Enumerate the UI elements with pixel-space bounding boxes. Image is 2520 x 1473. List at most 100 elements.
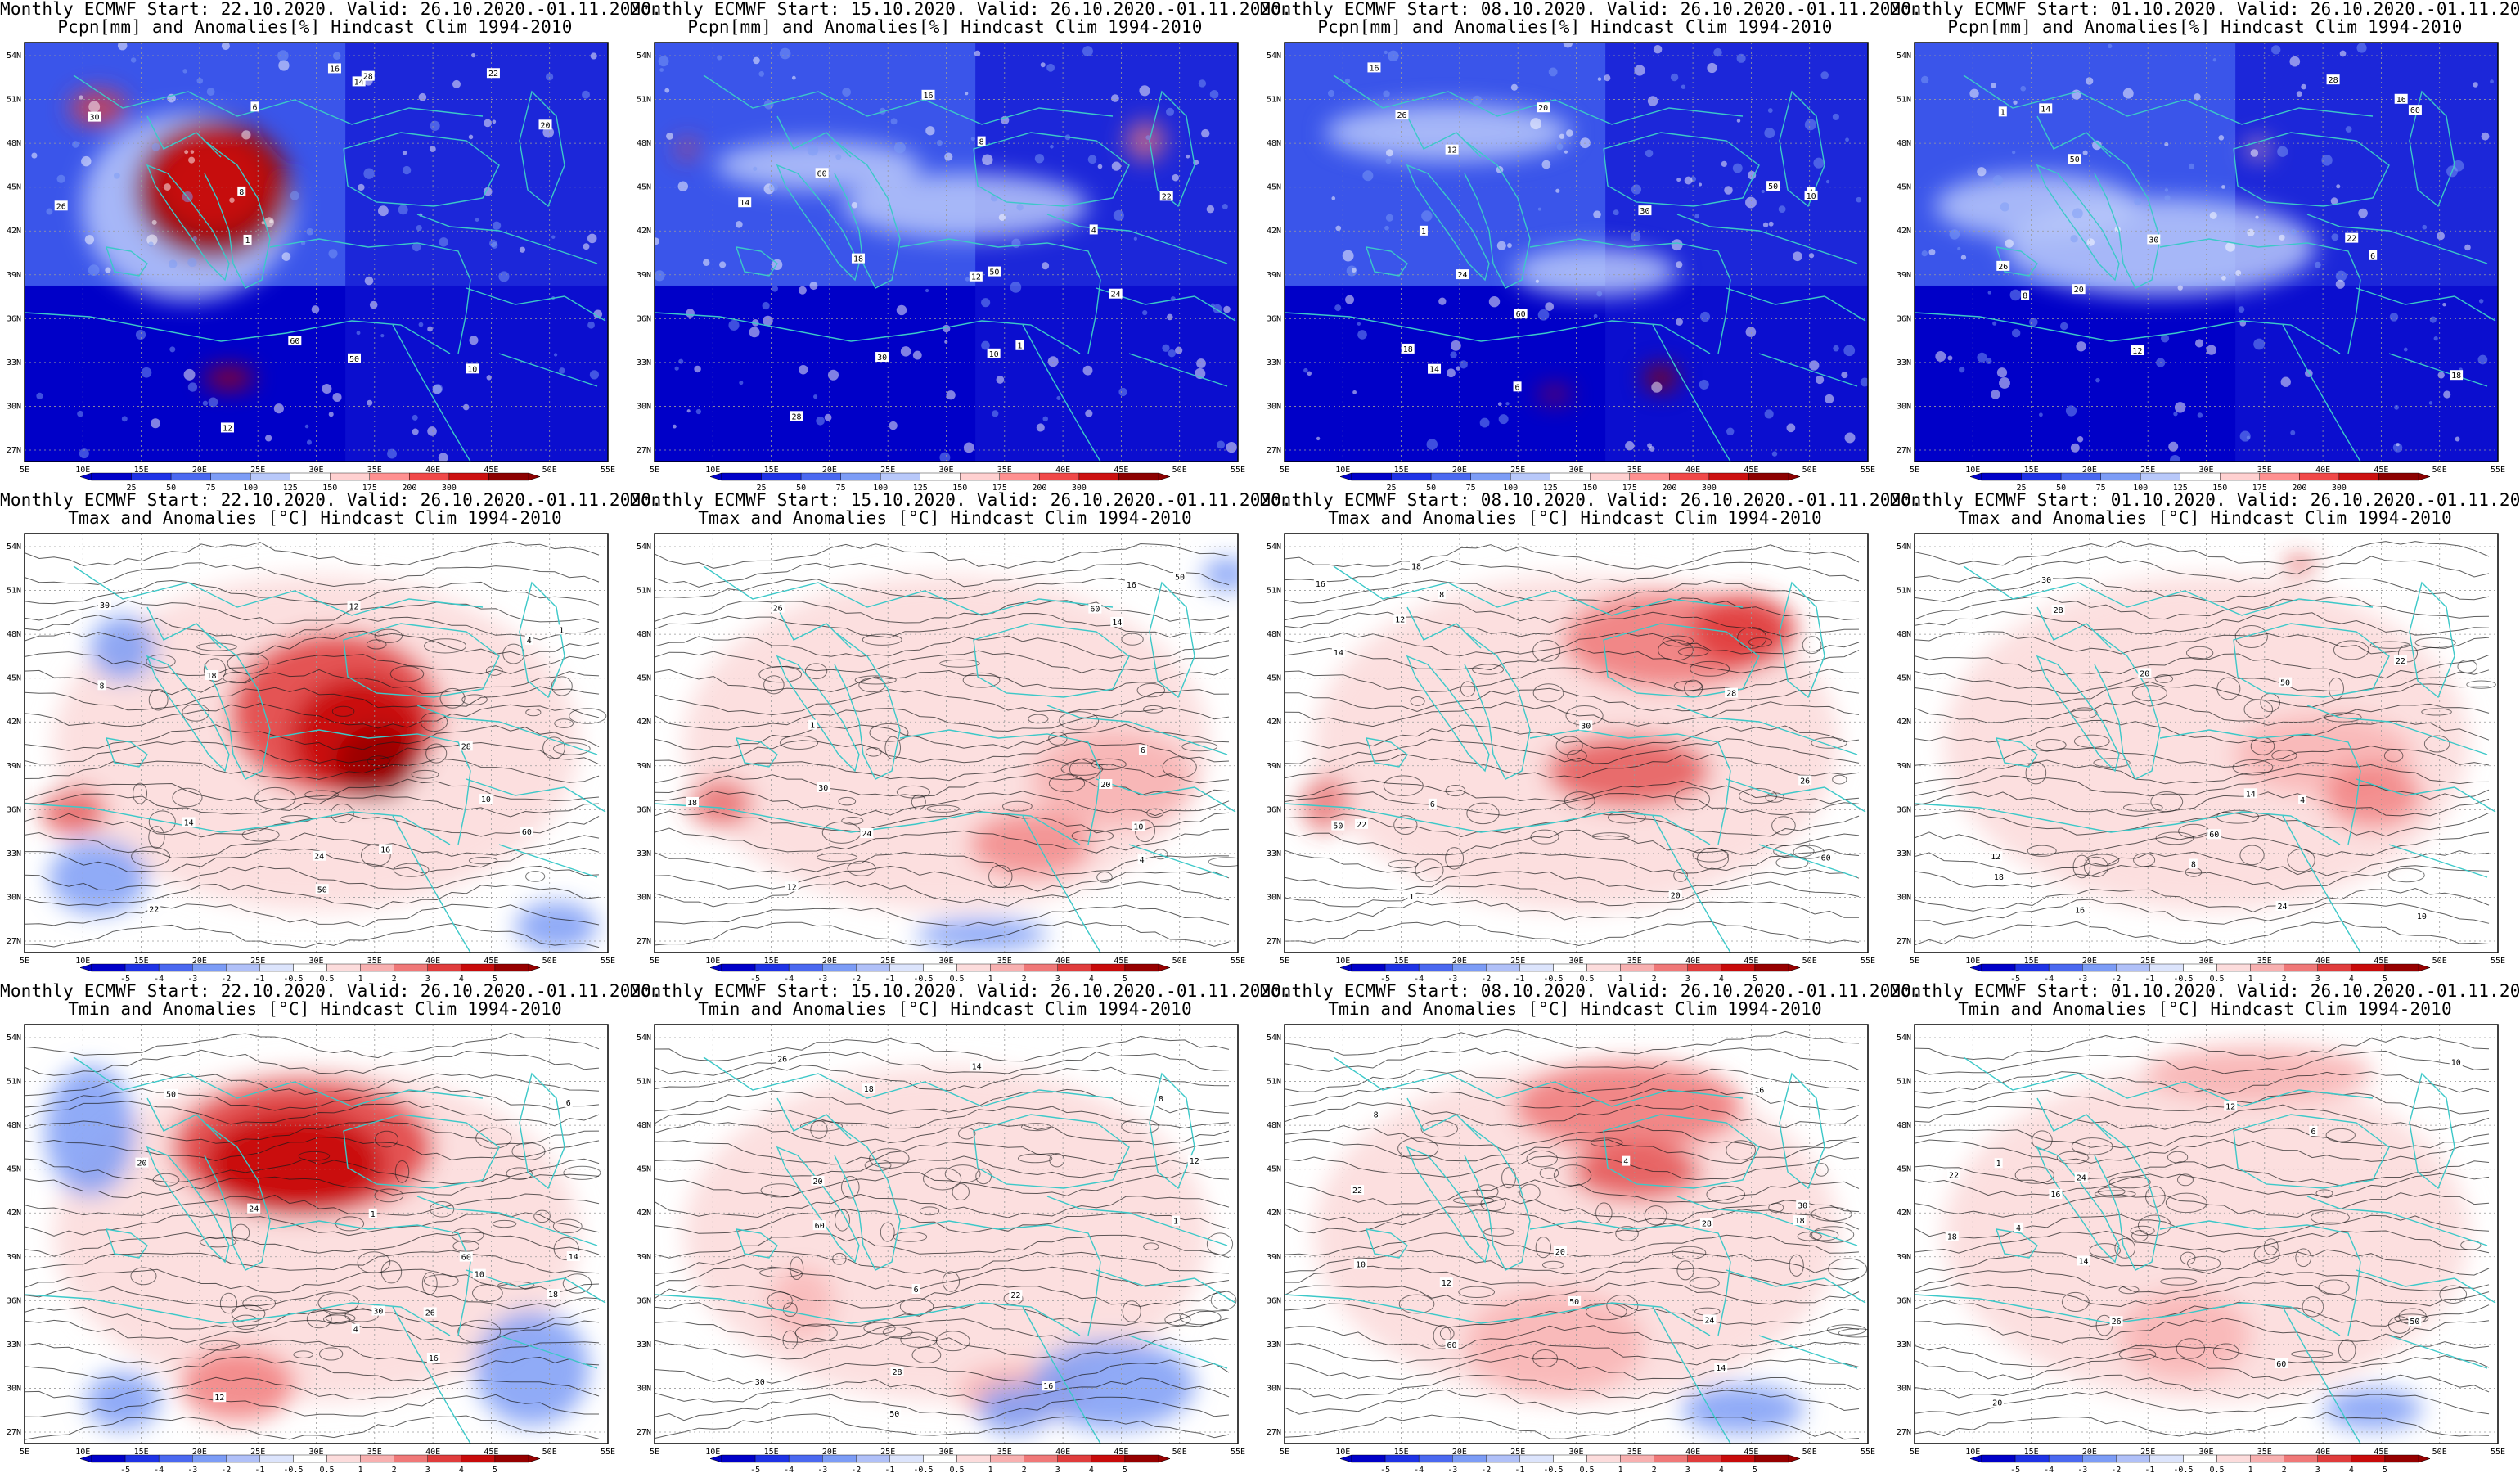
contour-label: 50 bbox=[349, 355, 359, 364]
latitude-label: 51N bbox=[637, 1078, 651, 1087]
colorbar-tick: 1 bbox=[988, 975, 993, 982]
colorbar-tick: 3 bbox=[425, 975, 430, 982]
longitude-label: 30E bbox=[308, 957, 323, 966]
latitude-label: 39N bbox=[637, 1253, 651, 1262]
colorbar-tick: 175 bbox=[362, 484, 377, 491]
longitude-label: 25E bbox=[250, 1448, 265, 1457]
latitude-label: 45N bbox=[1267, 1165, 1281, 1174]
colorbar-tick: -0.5 bbox=[2173, 975, 2193, 982]
latitude-label: 48N bbox=[637, 139, 651, 148]
colorbar-tick: 75 bbox=[1466, 484, 1476, 491]
colorbar-tick: -4 bbox=[784, 975, 794, 982]
latitude-label: 30N bbox=[1897, 1384, 1911, 1393]
forecast-panel: Monthly ECMWF Start: 08.10.2020. Valid: … bbox=[1260, 491, 1922, 983]
latitude-label: 54N bbox=[7, 52, 21, 61]
contour-label: 12 bbox=[349, 602, 359, 611]
longitude-label: 10E bbox=[75, 1448, 90, 1457]
panel-title: Monthly ECMWF Start: 22.10.2020. Valid: … bbox=[0, 981, 663, 1001]
contour-label: 30 bbox=[755, 1378, 765, 1387]
colorbar-tick: 5 bbox=[1123, 975, 1127, 982]
longitude-label: 10E bbox=[75, 466, 90, 475]
colorbar: -5 -4 -3 -2 -1 -0.5 0.5 1 2 3 4 5 bbox=[79, 963, 541, 982]
longitude-label: 15E bbox=[764, 957, 779, 966]
colorbar-tick: 0.5 bbox=[320, 1466, 335, 1473]
contour-label: 18 bbox=[1411, 562, 1421, 571]
contour-label: 60 bbox=[1821, 854, 1831, 863]
longitude-label: 55E bbox=[1231, 466, 1245, 475]
longitude-label: 5E bbox=[1280, 466, 1289, 475]
colorbar-tick: 1 bbox=[2248, 975, 2253, 982]
contour-label: 14 bbox=[2078, 1257, 2088, 1266]
colorbar-tick: 0.5 bbox=[1580, 1466, 1595, 1473]
colorbar-tick: 4 bbox=[1719, 975, 1724, 982]
longitude-label: 35E bbox=[2257, 466, 2272, 475]
colorbar: -5 -4 -3 -2 -1 -0.5 0.5 1 2 3 4 5 bbox=[709, 1454, 1171, 1473]
latitude-label: 54N bbox=[637, 1034, 651, 1043]
anomaly-map: 5016222883012182441060142054N51N48N45N42… bbox=[1267, 1024, 1875, 1473]
latitude-label: 48N bbox=[1267, 630, 1281, 639]
contour-label: 10 bbox=[1133, 822, 1143, 831]
panel-subtitle: Tmin and Anomalies [°C] Hindcast Clim 19… bbox=[1958, 999, 2452, 1019]
latitude-label: 42N bbox=[1267, 1209, 1281, 1218]
longitude-label: 10E bbox=[1335, 1448, 1350, 1457]
latitude-label: 30N bbox=[1267, 1384, 1281, 1393]
colorbar-tick: 4 bbox=[2349, 975, 2354, 982]
panel-title: Monthly ECMWF Start: 15.10.2020. Valid: … bbox=[630, 490, 1293, 510]
colorbar-tick: 25 bbox=[127, 484, 137, 491]
colorbar-tick: -4 bbox=[2044, 1466, 2054, 1473]
contour-label: 60 bbox=[2276, 1360, 2286, 1369]
colorbar-tick: -0.5 bbox=[1543, 975, 1563, 982]
latitude-label: 36N bbox=[1267, 1296, 1281, 1305]
latitude-label: 33N bbox=[1267, 849, 1281, 858]
forecast-panel: Monthly ECMWF Start: 22.10.2020. Valid: … bbox=[0, 0, 662, 491]
latitude-label: 27N bbox=[7, 446, 21, 455]
latitude-label: 39N bbox=[1267, 1253, 1281, 1262]
colorbar-tick: 200 bbox=[402, 484, 416, 491]
longitude-label: 5E bbox=[20, 1448, 29, 1457]
latitude-label: 42N bbox=[637, 227, 651, 236]
latitude-label: 45N bbox=[1897, 1165, 1911, 1174]
contour-label: 18 bbox=[1403, 345, 1413, 354]
contour-label: 20 bbox=[137, 1160, 146, 1169]
contour-label: 14 bbox=[1716, 1364, 1726, 1373]
contour-label: 12 bbox=[1447, 146, 1457, 155]
contour-label: 16 bbox=[1127, 581, 1136, 590]
longitude-label: 10E bbox=[1965, 957, 1980, 966]
longitude-label: 20E bbox=[192, 957, 207, 966]
longitude-label: 25E bbox=[250, 957, 265, 966]
panel-subtitle: Tmin and Anomalies [°C] Hindcast Clim 19… bbox=[698, 999, 1192, 1019]
latitude-label: 36N bbox=[7, 805, 21, 814]
longitude-label: 10E bbox=[1965, 466, 1980, 475]
longitude-label: 35E bbox=[2257, 957, 2272, 966]
contour-label: 60 bbox=[817, 169, 827, 178]
longitude-label: 35E bbox=[997, 1448, 1012, 1457]
contour-label: 26 bbox=[2112, 1318, 2122, 1327]
colorbar-tick: 75 bbox=[2096, 484, 2106, 491]
longitude-label: 30E bbox=[938, 466, 953, 475]
contour-label: 30 bbox=[2149, 236, 2158, 245]
longitude-label: 50E bbox=[1172, 466, 1187, 475]
colorbar-tick: 4 bbox=[1089, 1466, 1094, 1473]
latitude-label: 36N bbox=[1267, 314, 1281, 323]
contour-label: 8 bbox=[1439, 591, 1444, 600]
contour-label: 22 bbox=[1949, 1171, 1959, 1180]
contour-label: 12 bbox=[2225, 1102, 2235, 1111]
longitude-label: 20E bbox=[822, 466, 837, 475]
contour-label: 60 bbox=[1447, 1341, 1457, 1350]
latitude-label: 45N bbox=[1897, 183, 1911, 192]
panel-subtitle: Pcpn[mm] and Anomalies[%] Hindcast Clim … bbox=[1947, 17, 2463, 37]
contour-label: 18 bbox=[1994, 873, 2004, 882]
contour-label: 12 bbox=[971, 273, 981, 282]
latitude-label: 33N bbox=[7, 1340, 21, 1349]
contour-label: 28 bbox=[2054, 606, 2063, 615]
latitude-label: 51N bbox=[7, 587, 21, 596]
colorbar-tick: -0.5 bbox=[1543, 1466, 1563, 1473]
colorbar-tick: 100 bbox=[873, 484, 888, 491]
contour-label: 14 bbox=[740, 199, 749, 208]
latitude-label: 27N bbox=[1267, 446, 1281, 455]
contour-label: 26 bbox=[1998, 263, 2008, 272]
forecast-panel: Monthly ECMWF Start: 22.10.2020. Valid: … bbox=[0, 981, 663, 1473]
colorbar-tick: 100 bbox=[243, 484, 258, 491]
colorbar-tick: 200 bbox=[1032, 484, 1046, 491]
latitude-label: 54N bbox=[1267, 543, 1281, 552]
